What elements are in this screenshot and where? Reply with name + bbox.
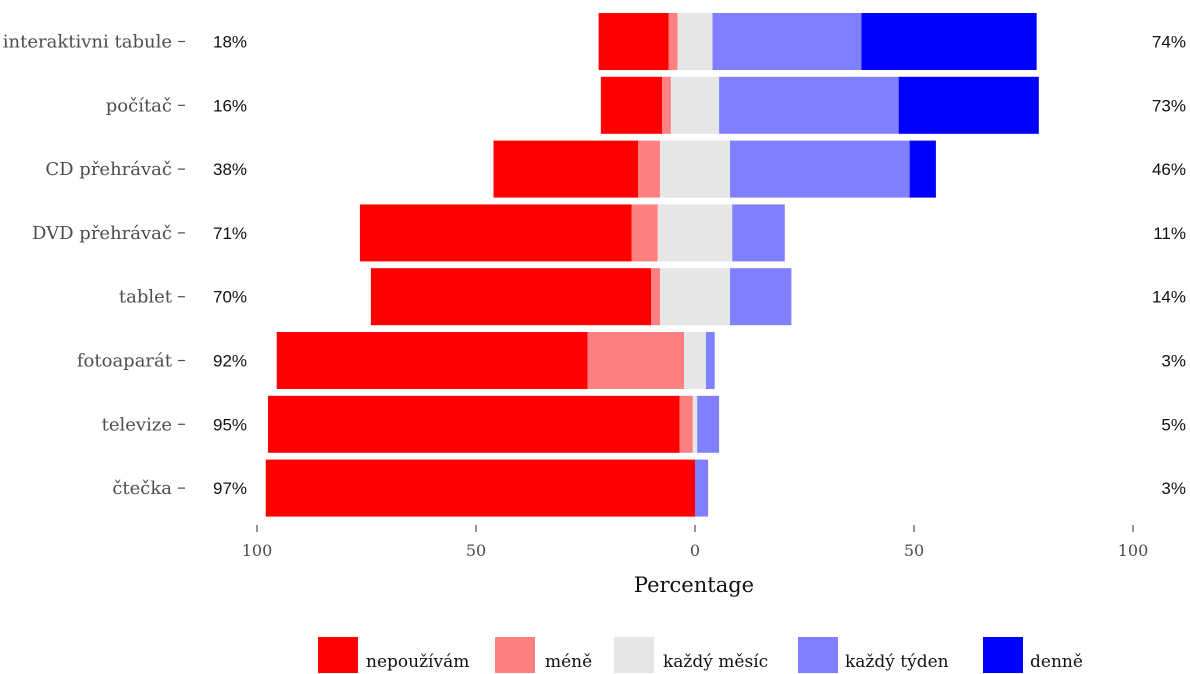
right-percent-label: 3% bbox=[1161, 479, 1186, 498]
bar-segment bbox=[909, 140, 936, 198]
bar-segment bbox=[684, 332, 706, 389]
right-percent-label: 5% bbox=[1161, 415, 1186, 434]
legend-label: méně bbox=[545, 652, 592, 672]
bar-segment bbox=[657, 204, 733, 262]
bar-segment bbox=[692, 395, 698, 453]
bar-segment bbox=[679, 395, 693, 453]
bars-layer bbox=[265, 13, 1039, 517]
category-label: interaktivni tabule bbox=[3, 32, 172, 53]
bar-segment bbox=[651, 268, 660, 326]
right-percent-labels: 74% 73% 46% 11% 14% 3% 5% 3% bbox=[1152, 33, 1186, 499]
bar-segment bbox=[677, 13, 713, 70]
x-tick-label: 100 bbox=[1118, 541, 1149, 560]
bar-segment bbox=[265, 459, 695, 517]
left-percent-label: 97% bbox=[213, 479, 247, 498]
legend-swatch bbox=[318, 637, 358, 673]
bar-segment bbox=[638, 140, 660, 198]
category-label: televize bbox=[102, 414, 172, 435]
bar-segment bbox=[668, 13, 678, 70]
bar-segment bbox=[659, 140, 731, 198]
bar-segment bbox=[705, 332, 715, 389]
bar-segment bbox=[587, 332, 685, 389]
category-label: DVD přehrávač bbox=[32, 223, 172, 244]
left-percent-label: 95% bbox=[213, 415, 247, 434]
bar-segment bbox=[631, 204, 658, 262]
right-percent-label: 3% bbox=[1161, 352, 1186, 371]
right-percent-label: 74% bbox=[1152, 33, 1186, 52]
left-percent-labels: 18% 16% 38% 71% 70% 92% 95% 97% bbox=[213, 33, 247, 499]
legend-swatch bbox=[495, 637, 535, 673]
left-percent-label: 92% bbox=[213, 352, 247, 371]
bar-segment bbox=[267, 395, 680, 453]
legend: nepoužívám méně každý měsíc každý týden denn… bbox=[318, 637, 1083, 673]
category-label: CD přehrávač bbox=[45, 159, 172, 180]
left-percent-label: 70% bbox=[213, 288, 247, 307]
x-axis: 100 50 0 50 100 bbox=[242, 525, 1149, 560]
x-tick-label: 50 bbox=[466, 541, 486, 560]
bar-segment bbox=[730, 268, 792, 326]
bar-segment bbox=[730, 140, 910, 198]
bar-segment bbox=[598, 13, 669, 70]
legend-label: denně bbox=[1030, 652, 1083, 672]
legend-label: každý měsíc bbox=[663, 652, 768, 672]
bar-segment bbox=[712, 13, 862, 70]
category-labels: interaktivni tabule počítač CD přehrávač DV… bbox=[3, 32, 185, 499]
category-label: čtečka bbox=[112, 478, 172, 499]
bar-segment bbox=[898, 76, 1039, 134]
bar-segment bbox=[670, 76, 720, 134]
category-label: fotoaparát bbox=[77, 351, 173, 372]
right-percent-label: 46% bbox=[1152, 160, 1186, 179]
x-axis-title: Percentage bbox=[634, 573, 754, 597]
bar-segment bbox=[659, 268, 731, 326]
legend-label: každý týden bbox=[845, 652, 949, 672]
left-percent-label: 38% bbox=[213, 160, 247, 179]
left-percent-label: 71% bbox=[213, 224, 247, 243]
left-percent-label: 18% bbox=[213, 33, 247, 52]
bar-segment bbox=[370, 268, 652, 326]
right-percent-label: 73% bbox=[1152, 96, 1186, 115]
legend-label: nepoužívám bbox=[366, 652, 469, 672]
category-label: tablet bbox=[119, 287, 173, 308]
x-tick-label: 50 bbox=[904, 541, 924, 560]
x-tick-label: 0 bbox=[690, 541, 700, 560]
bar-segment bbox=[695, 459, 709, 517]
bar-segment bbox=[600, 76, 663, 134]
x-tick-label: 100 bbox=[242, 541, 273, 560]
category-label: počítač bbox=[106, 95, 172, 116]
bar-segment bbox=[276, 332, 588, 389]
legend-swatch bbox=[798, 637, 838, 673]
bar-segment bbox=[359, 204, 632, 262]
bar-segment bbox=[662, 76, 671, 134]
bar-segment bbox=[732, 204, 785, 262]
right-percent-label: 14% bbox=[1152, 288, 1186, 307]
right-percent-label: 11% bbox=[1153, 224, 1186, 243]
bar-segment bbox=[493, 140, 639, 198]
legend-swatch bbox=[614, 637, 654, 673]
bar-segment bbox=[697, 395, 720, 453]
left-percent-label: 16% bbox=[213, 96, 247, 115]
bar-segment bbox=[861, 13, 1037, 70]
legend-swatch bbox=[983, 637, 1023, 673]
bar-segment bbox=[719, 76, 899, 134]
